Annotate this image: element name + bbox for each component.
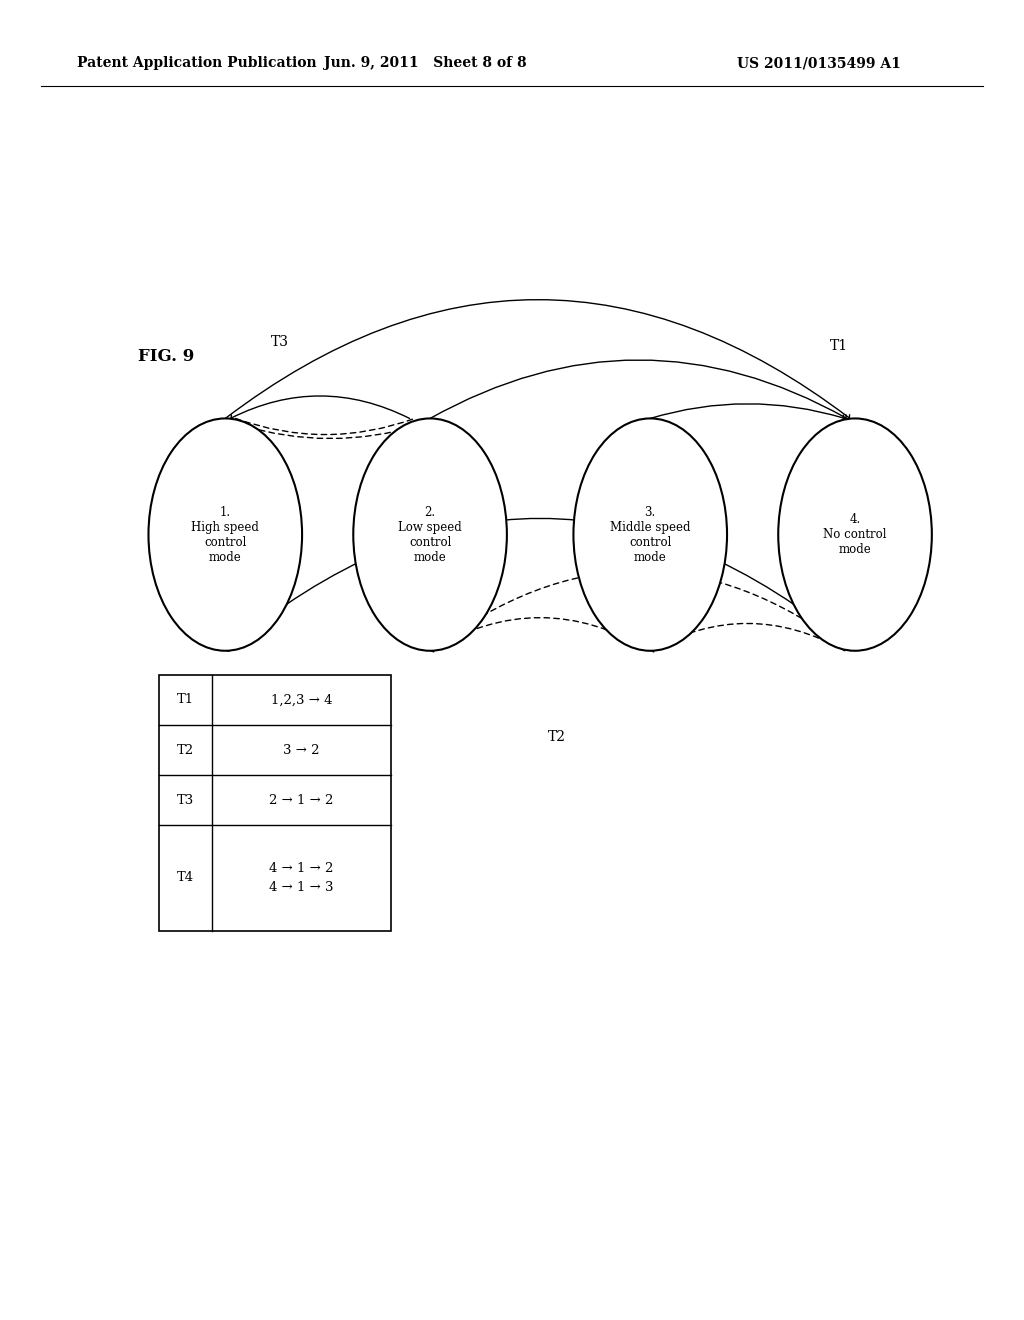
- Text: 3.
Middle speed
control
mode: 3. Middle speed control mode: [610, 506, 690, 564]
- Ellipse shape: [573, 418, 727, 651]
- Text: 2.
Low speed
control
mode: 2. Low speed control mode: [398, 506, 462, 564]
- Text: 4.
No control
mode: 4. No control mode: [823, 513, 887, 556]
- Text: 4 → 1 → 2
4 → 1 → 3: 4 → 1 → 2 4 → 1 → 3: [269, 862, 334, 894]
- Text: 3 → 2: 3 → 2: [284, 743, 319, 756]
- Ellipse shape: [353, 418, 507, 651]
- Bar: [159, 675, 391, 931]
- Text: T3: T3: [271, 335, 290, 348]
- Text: T1: T1: [829, 339, 848, 352]
- Text: 2 → 1 → 2: 2 → 1 → 2: [269, 793, 334, 807]
- Text: T4: T4: [285, 760, 303, 774]
- Ellipse shape: [778, 418, 932, 651]
- Text: Jun. 9, 2011   Sheet 8 of 8: Jun. 9, 2011 Sheet 8 of 8: [324, 57, 526, 70]
- Text: Patent Application Publication: Patent Application Publication: [77, 57, 316, 70]
- Text: T3: T3: [177, 793, 194, 807]
- Text: T4: T4: [177, 871, 194, 884]
- Text: 1.
High speed
control
mode: 1. High speed control mode: [191, 506, 259, 564]
- Text: T2: T2: [548, 730, 566, 743]
- Text: US 2011/0135499 A1: US 2011/0135499 A1: [737, 57, 901, 70]
- Text: T2: T2: [177, 743, 194, 756]
- Text: T1: T1: [177, 693, 194, 706]
- Text: FIG. 9: FIG. 9: [138, 348, 195, 364]
- Ellipse shape: [148, 418, 302, 651]
- Text: 1,2,3 → 4: 1,2,3 → 4: [270, 693, 333, 706]
